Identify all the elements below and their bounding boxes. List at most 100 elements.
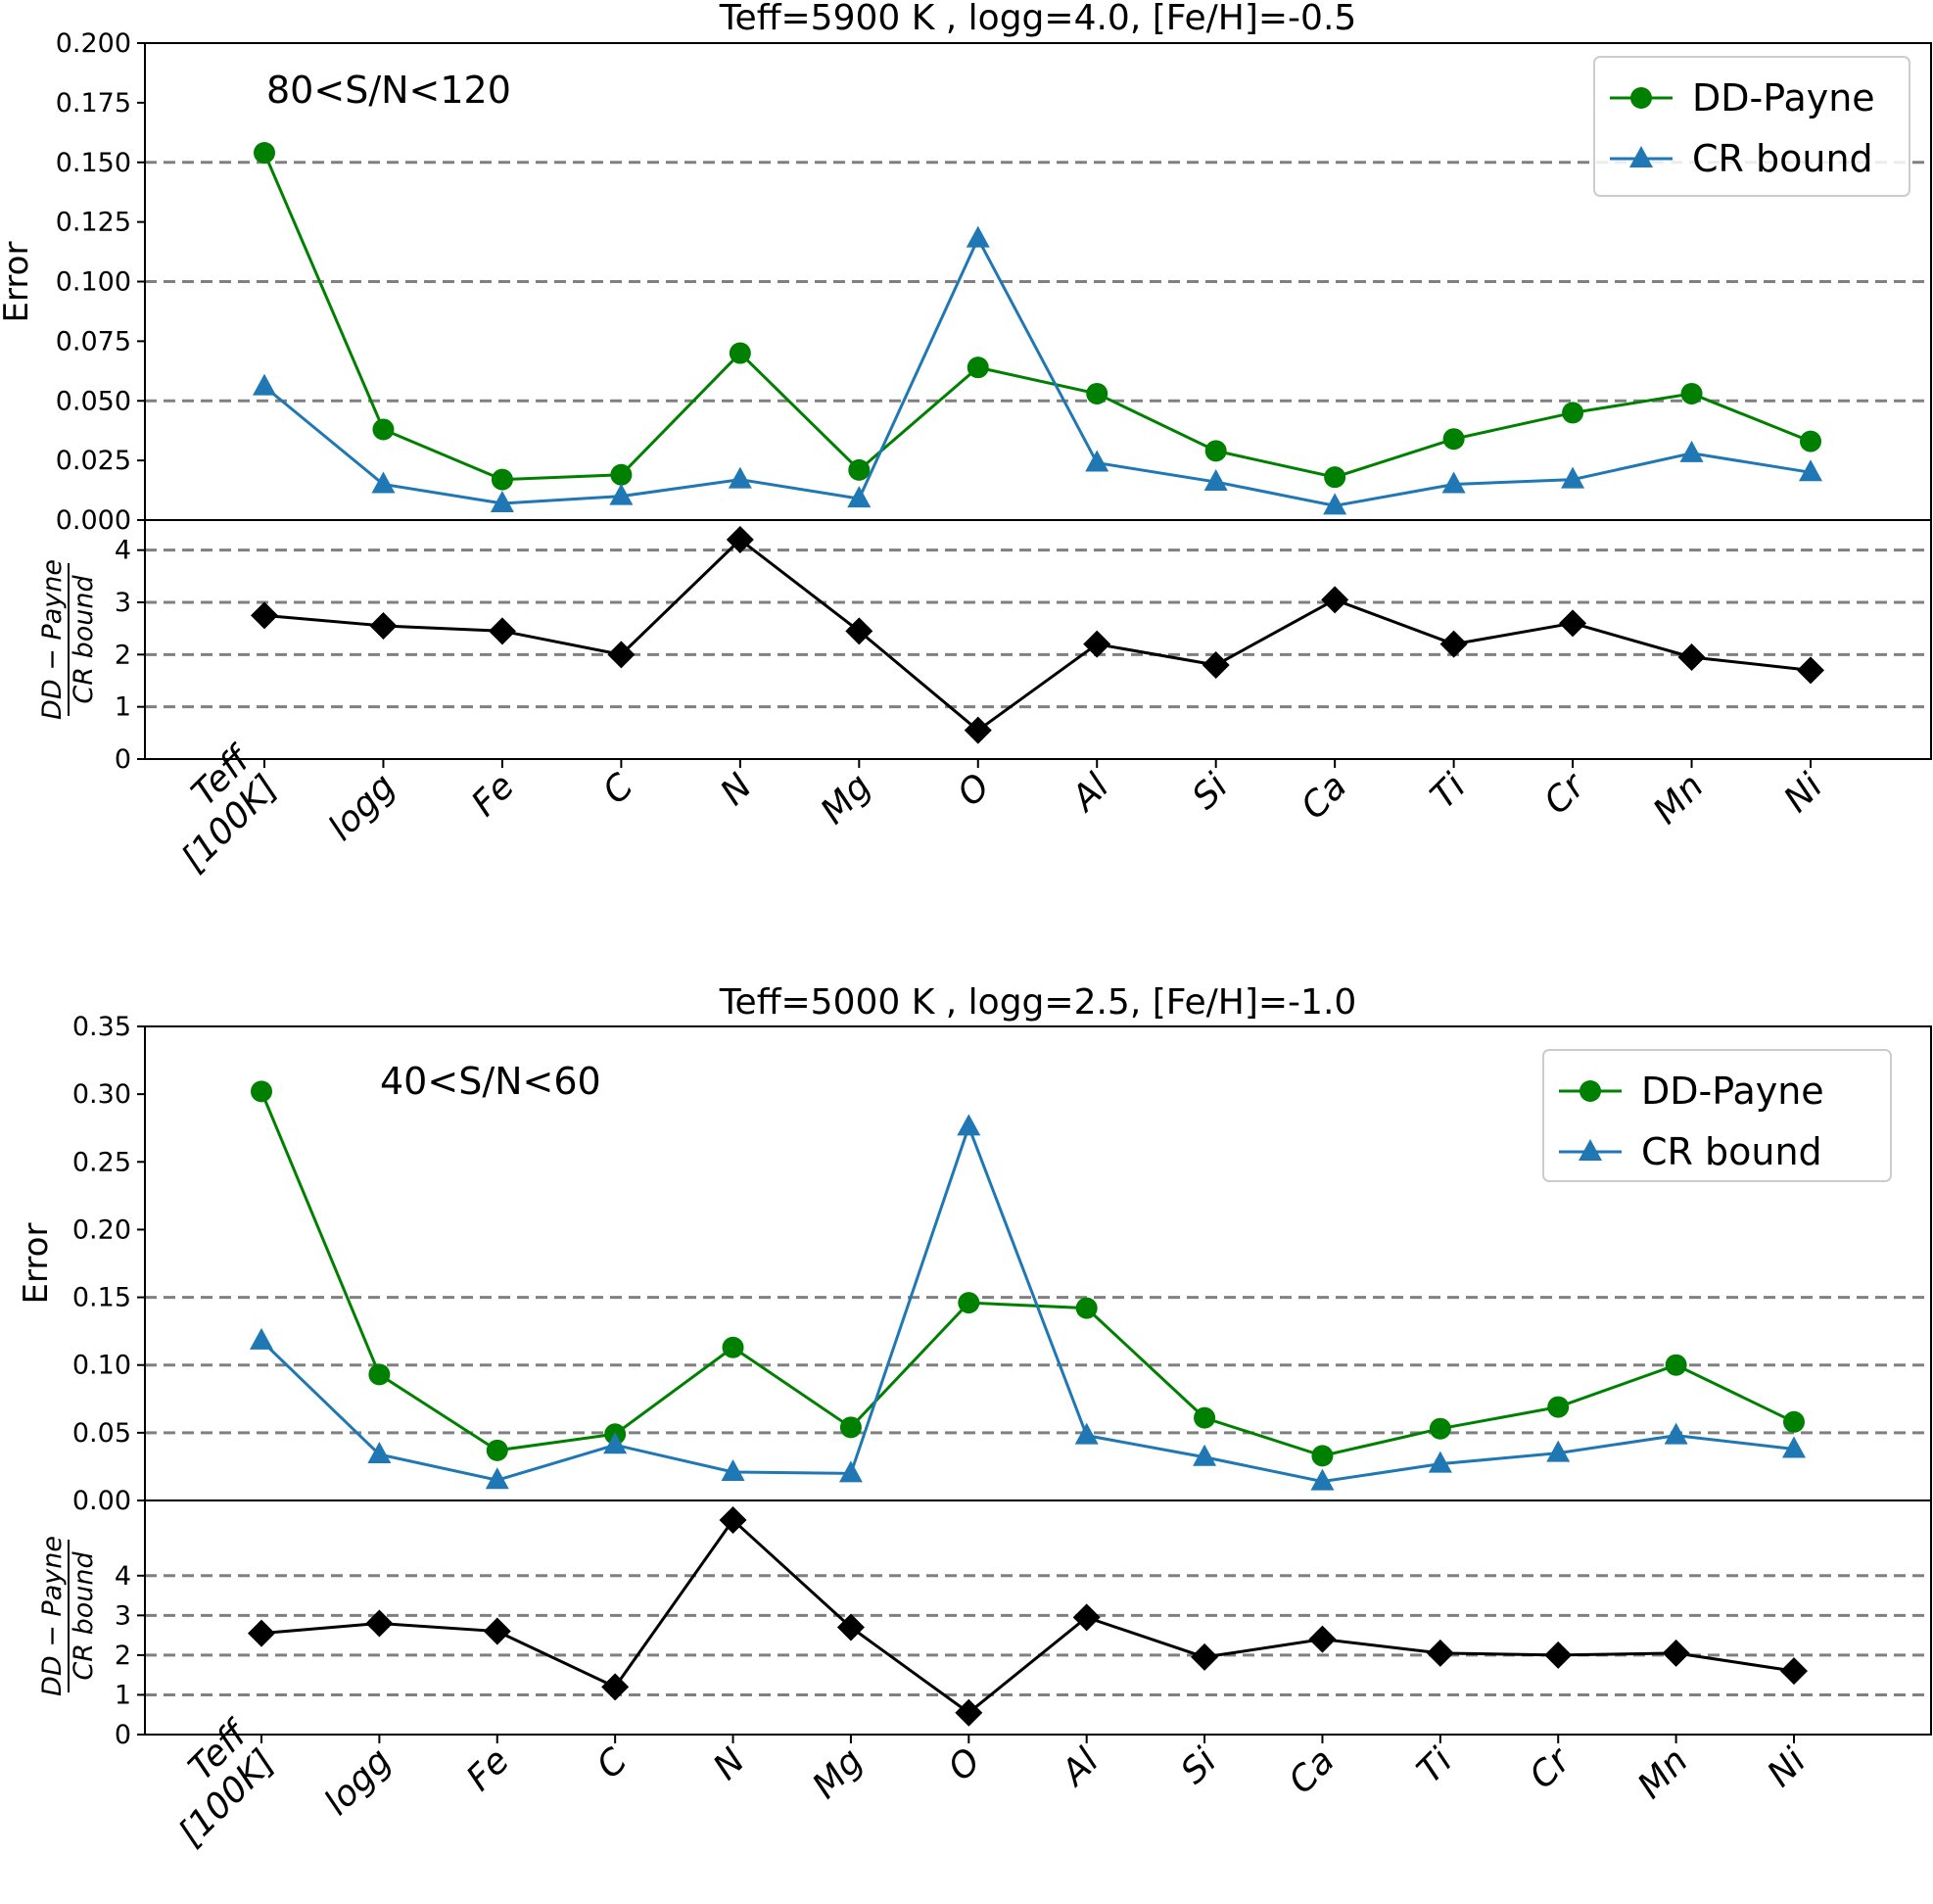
ratio-y-tick-label: 4 <box>115 1561 131 1592</box>
y-tick-label: 0.025 <box>56 446 131 476</box>
data-point <box>1562 402 1584 424</box>
ratio-y-tick-label: 1 <box>115 1680 131 1710</box>
x-tick-label: Al <box>1063 766 1117 820</box>
ratio-axes-frame <box>144 1499 1932 1736</box>
y-tick-label: 0.175 <box>56 88 131 119</box>
ratio-label-denominator: CR bound <box>69 575 99 704</box>
sn-annotation: 80<S/N<120 <box>266 69 511 112</box>
data-point <box>1664 1422 1688 1445</box>
x-tick-label: logg <box>317 1740 400 1823</box>
data-point <box>722 1336 744 1358</box>
chart-bottom: Teff=5000 K , logg=2.5, [Fe/H]=-1.0 0.00 0… <box>17 982 1932 1854</box>
data-point <box>1441 471 1466 494</box>
series-line <box>263 235 1812 507</box>
series-cr-bound <box>250 1114 1806 1491</box>
ratio-point <box>483 1617 511 1645</box>
ratio-label-denominator: CR bound <box>69 1551 99 1681</box>
data-point <box>485 1467 509 1490</box>
x-tick-label: Fe <box>459 1740 517 1798</box>
data-point <box>254 142 275 165</box>
x-tick-label-line: O <box>941 1740 989 1788</box>
ratio-y-tick-label: 2 <box>115 1641 131 1671</box>
ratio-y-tick-label: 1 <box>115 692 131 723</box>
ratio-label-numerator: DD − Payne <box>37 559 68 720</box>
ratio-point <box>836 1613 865 1642</box>
data-point <box>1546 1440 1571 1462</box>
data-point <box>609 483 634 505</box>
ratio-point <box>1426 1639 1454 1667</box>
x-tick-label-line: Mg <box>814 766 879 832</box>
x-tick-label: C <box>589 1740 636 1786</box>
x-tick-label: Ca <box>1294 766 1354 827</box>
x-tick-label-line: Ni <box>1760 1740 1814 1794</box>
y-tick-label: 0.125 <box>56 208 131 238</box>
y-tick-label: 0.100 <box>56 267 131 298</box>
x-tick-label-line: Si <box>1185 766 1236 817</box>
data-point <box>486 1439 508 1461</box>
x-tick-label: N <box>706 1740 753 1787</box>
data-point <box>957 1114 981 1136</box>
series-dd-payne <box>254 142 1821 491</box>
x-tick-label-line: O <box>950 766 998 814</box>
ratio-point <box>955 1698 983 1727</box>
data-point <box>491 468 513 491</box>
legend-label: DD-Payne <box>1692 76 1875 119</box>
ratio-point <box>1083 630 1111 658</box>
ratio-label-numerator: DD − Payne <box>37 1536 68 1696</box>
legend: DD-Payne CR bound <box>1542 1049 1892 1182</box>
legend-marker <box>1629 146 1653 167</box>
legend-marker <box>1579 1080 1601 1102</box>
data-point <box>610 463 633 486</box>
data-point <box>368 1363 391 1386</box>
data-point <box>250 1327 273 1350</box>
y-tick-label: 0.05 <box>72 1418 131 1449</box>
y-tick-label: 0.075 <box>56 326 131 357</box>
ratio-line <box>260 1517 1795 1715</box>
data-point <box>1204 440 1227 462</box>
data-point <box>1665 1354 1687 1376</box>
y-tick-label: 0.10 <box>72 1351 131 1381</box>
data-point <box>603 1432 628 1454</box>
x-tick-label-line: Mn <box>1630 1740 1696 1806</box>
x-tick-label: Mn <box>1630 1740 1696 1806</box>
y-tick-label: 0.15 <box>72 1283 131 1313</box>
legend-label: CR bound <box>1692 137 1873 180</box>
data-point <box>1782 1436 1806 1458</box>
ratio-y-tick-label: 4 <box>115 536 131 566</box>
x-tick-label: O <box>941 1740 989 1788</box>
ratio-point <box>1308 1625 1337 1653</box>
legend-marker <box>1630 87 1652 109</box>
x-tick-label: Mg <box>814 766 879 832</box>
data-point <box>1800 430 1821 452</box>
data-point <box>1561 466 1585 489</box>
data-point <box>966 357 989 379</box>
ratio-point <box>1191 1642 1219 1671</box>
ratio-point <box>1797 656 1824 685</box>
x-tick-label-line: Ca <box>1281 1740 1342 1801</box>
x-tick-label-line: Al <box>1053 1740 1107 1794</box>
data-point <box>1323 493 1347 515</box>
series-ratio <box>248 1506 1808 1727</box>
series-ratio <box>251 526 1824 744</box>
y-tick-label: 0.050 <box>56 386 131 416</box>
data-point <box>958 1292 980 1314</box>
x-tick-label-line: Fe <box>464 766 522 824</box>
legend: DD-Payne CR bound <box>1593 56 1910 197</box>
ratio-y-tick-label: 3 <box>115 588 131 618</box>
data-point <box>839 1416 862 1439</box>
x-tick-label: Si <box>1185 766 1236 817</box>
x-tick-label: N <box>713 766 760 813</box>
data-point <box>1075 1297 1098 1319</box>
ratio-point <box>1677 643 1706 671</box>
legend-label: DD-Payne <box>1641 1070 1824 1113</box>
data-point <box>728 466 752 489</box>
ratio-point <box>1544 1641 1573 1669</box>
data-point <box>1679 440 1704 462</box>
sn-annotation: 40<S/N<60 <box>380 1060 601 1103</box>
x-tick-label: Ni <box>1760 1740 1814 1794</box>
x-tick-label-line: Ni <box>1776 766 1830 820</box>
y-tick-label: 0.000 <box>56 505 131 536</box>
data-point <box>1194 1406 1216 1429</box>
ratio-point <box>1321 586 1349 614</box>
y-tick-label: 0.200 <box>56 28 131 59</box>
